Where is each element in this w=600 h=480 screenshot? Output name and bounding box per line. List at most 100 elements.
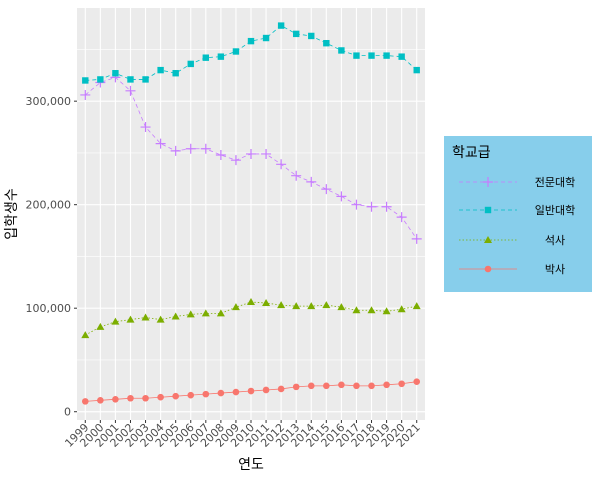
data-point	[367, 306, 376, 314]
data-point	[262, 386, 270, 394]
legend-background	[444, 136, 592, 292]
data-point	[140, 122, 151, 133]
data-point	[306, 176, 317, 187]
data-point	[186, 310, 195, 318]
data-point	[352, 306, 361, 314]
x-axis: 1999200020012002200320042005200620072008…	[62, 420, 423, 450]
data-point	[368, 52, 375, 59]
legend-label: 일반대학	[535, 203, 575, 217]
data-point	[484, 265, 492, 273]
data-point	[202, 390, 210, 398]
data-point	[292, 383, 300, 391]
y-axis: 0 100,000 200,000 300,000	[26, 95, 77, 419]
data-point	[127, 76, 134, 83]
data-point	[322, 301, 331, 309]
data-point	[217, 53, 225, 60]
legend-label: 박사	[545, 263, 565, 276]
data-point	[81, 331, 90, 339]
data-point	[411, 233, 422, 244]
legend-label: 석사	[545, 234, 565, 247]
y-tick-label: 100,000	[26, 302, 72, 315]
y-tick-label: 300,000	[26, 95, 72, 108]
data-point	[353, 52, 360, 59]
data-point	[247, 297, 255, 305]
data-point	[215, 149, 226, 160]
data-point	[141, 313, 150, 321]
x-axis-title: 연도	[238, 457, 264, 473]
data-point	[292, 302, 301, 310]
data-point	[232, 48, 240, 55]
data-point	[247, 37, 255, 45]
data-point	[81, 398, 89, 405]
series-layer	[80, 22, 422, 405]
data-point	[171, 312, 180, 320]
data-point	[155, 138, 166, 149]
data-point	[201, 309, 210, 317]
legend-item: 박사	[459, 263, 565, 276]
data-point	[97, 397, 104, 404]
data-point	[398, 53, 405, 60]
data-point	[366, 201, 377, 212]
data-point	[368, 382, 375, 390]
data-point	[216, 309, 225, 317]
data-point	[483, 177, 493, 187]
data-point	[157, 393, 164, 401]
y-tick-label: 200,000	[26, 199, 72, 212]
data-point	[277, 22, 285, 29]
series-circle	[81, 378, 421, 405]
data-point	[170, 145, 181, 156]
data-point	[307, 302, 316, 310]
data-point	[383, 381, 390, 389]
major-gridlines	[77, 8, 425, 420]
data-point	[112, 70, 119, 77]
data-point	[321, 184, 332, 195]
data-point	[111, 317, 120, 325]
data-point	[185, 143, 196, 154]
series-line	[85, 25, 417, 81]
data-point	[232, 388, 240, 396]
data-point	[217, 389, 225, 397]
data-point	[125, 85, 136, 96]
legend-title: 학교급	[452, 145, 491, 161]
data-point	[172, 70, 179, 77]
data-point	[200, 143, 211, 154]
data-point	[112, 395, 119, 403]
data-point	[396, 212, 407, 223]
data-point	[307, 382, 315, 390]
legend-item: 전문대학	[459, 176, 575, 189]
y-axis-title: 입학생수	[4, 188, 20, 240]
data-point	[412, 302, 421, 310]
data-point	[126, 315, 135, 323]
data-point	[323, 39, 330, 47]
data-point	[308, 32, 315, 40]
data-point	[413, 378, 421, 385]
data-point	[127, 394, 134, 402]
data-point	[291, 170, 302, 181]
data-point	[187, 60, 194, 68]
data-point	[157, 66, 164, 74]
data-point	[484, 206, 492, 214]
data-point	[80, 89, 91, 100]
data-point	[484, 236, 492, 243]
data-point	[397, 305, 406, 313]
data-point	[276, 159, 287, 170]
data-point	[142, 76, 149, 83]
data-point	[230, 155, 241, 166]
data-point	[336, 191, 347, 202]
data-point	[381, 201, 392, 212]
series-square	[82, 22, 420, 84]
data-point	[97, 76, 104, 83]
data-point	[383, 52, 390, 59]
data-point	[187, 391, 195, 399]
data-point	[262, 34, 270, 42]
data-point	[202, 54, 210, 61]
series-triangle	[81, 297, 421, 339]
data-point	[172, 392, 179, 400]
data-point	[337, 303, 346, 311]
legend-label: 전문대학	[535, 176, 575, 189]
data-point	[353, 382, 360, 390]
legend-item: 석사	[459, 234, 565, 247]
